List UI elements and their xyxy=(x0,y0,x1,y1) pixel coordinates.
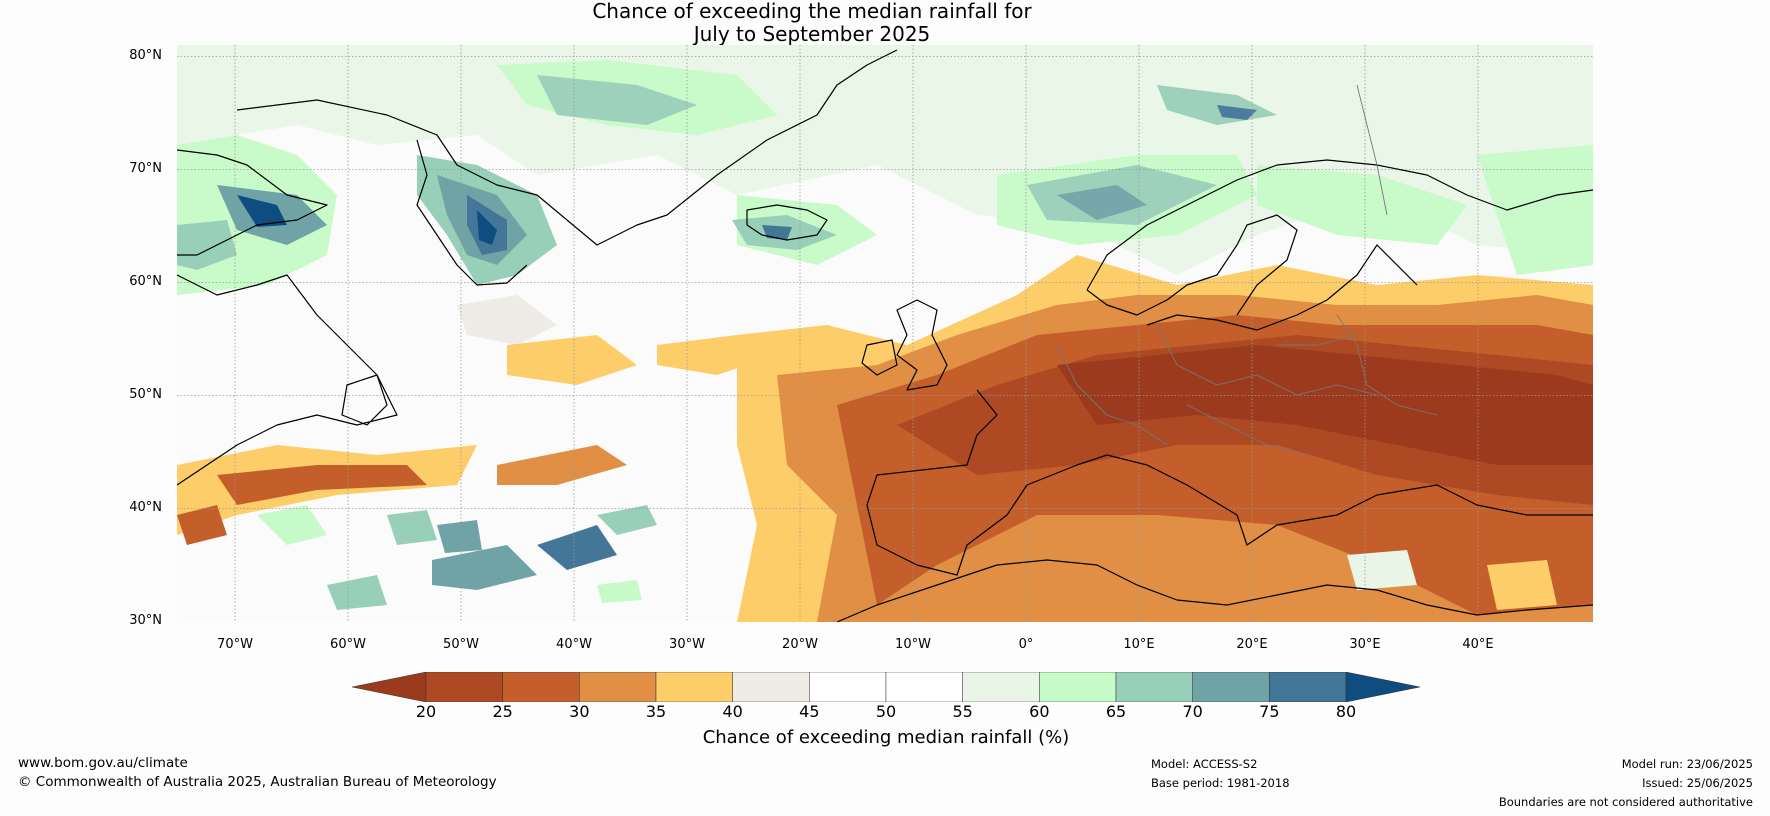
issued-date: Issued: 25/06/2025 xyxy=(1642,776,1753,790)
lat-label-30n: 30°N xyxy=(129,613,162,628)
greenland-coast xyxy=(236,49,898,246)
country-borders xyxy=(1056,84,1438,456)
north-africa-coast xyxy=(836,559,1593,622)
colorbar-tick-label: 45 xyxy=(799,702,820,721)
colorbar-segment xyxy=(502,672,580,702)
colorbar-segment xyxy=(1115,672,1193,702)
colorbar-tick-label: 50 xyxy=(875,702,897,721)
labrador-coast xyxy=(177,274,398,486)
lon-label-0: 0° xyxy=(1018,637,1034,652)
colorbar-tick-label: 55 xyxy=(952,702,973,721)
lat-label-80n: 80°N xyxy=(129,48,162,63)
greenland-west-coast xyxy=(416,139,528,286)
colorbar-segment xyxy=(425,672,503,702)
colorbar-high-extension xyxy=(1345,672,1420,702)
lon-label-40w: 40°W xyxy=(556,637,592,652)
colorbar-tick-label: 75 xyxy=(1259,702,1280,721)
colorbar-segment xyxy=(885,672,963,702)
baltic-coast xyxy=(1146,244,1418,331)
colorbar-low-extension xyxy=(352,672,427,702)
colorbar-segment xyxy=(962,672,1040,702)
model-name: Model: ACCESS-S2 xyxy=(1151,757,1258,771)
europe-west-coast xyxy=(866,389,1593,576)
lat-label-70n: 70°N xyxy=(129,161,162,176)
lon-label-10w: 10°W xyxy=(895,637,931,652)
title-line-2: July to September 2025 xyxy=(693,22,931,46)
lat-label-60n: 60°N xyxy=(129,274,162,289)
colorbar-tick-label: 30 xyxy=(569,702,590,721)
colorbar xyxy=(352,672,1420,702)
website-link[interactable]: www.bom.gov.au/climate xyxy=(18,755,188,771)
colorbar-tick-label: 70 xyxy=(1182,702,1203,721)
greenland-wet-core xyxy=(177,155,837,285)
colorbar-segment xyxy=(1269,672,1347,702)
colorbar-tick-label: 40 xyxy=(722,702,743,721)
lat-label-50n: 50°N xyxy=(129,387,162,402)
lon-label-10e: 10°E xyxy=(1123,637,1155,652)
lon-label-20e: 20°E xyxy=(1236,637,1268,652)
lat-label-40n: 40°N xyxy=(129,500,162,515)
colorbar-tick-label: 35 xyxy=(645,702,667,721)
lon-label-20w: 20°W xyxy=(782,637,818,652)
lon-label-40e: 40°E xyxy=(1462,637,1494,652)
map-title: Chance of exceeding the median rainfall … xyxy=(0,0,1770,46)
colorbar-segment xyxy=(579,672,657,702)
scandinavia-coast xyxy=(1086,159,1593,291)
model-run-date: Model run: 23/06/2025 xyxy=(1621,757,1753,771)
baffin-coast xyxy=(177,149,328,256)
rainfall-map-svg xyxy=(177,45,1593,622)
lon-label-60w: 60°W xyxy=(330,637,366,652)
colorbar-segment xyxy=(655,672,733,702)
iceland-coast xyxy=(746,204,828,241)
lon-label-70w: 70°W xyxy=(217,637,253,652)
colorbar-tick-label: 80 xyxy=(1335,702,1357,721)
colorbar-tick-label: 60 xyxy=(1029,702,1050,721)
base-period: Base period: 1981-2018 xyxy=(1151,776,1290,790)
subtropical-wet-blobs xyxy=(257,505,1557,610)
norway-south-coast xyxy=(1086,214,1298,316)
colorbar-segment xyxy=(1192,672,1270,702)
copyright-text: © Commonwealth of Australia 2025, Austra… xyxy=(18,774,497,790)
ireland-coast xyxy=(861,339,898,376)
newfoundland-coast xyxy=(341,374,388,426)
lon-label-30e: 30°E xyxy=(1349,637,1381,652)
dry-anomaly-regions xyxy=(177,255,1593,622)
colorbar-label: Chance of exceeding median rainfall (%) xyxy=(702,727,1070,748)
colorbar-tick-label: 20 xyxy=(415,702,437,721)
lon-label-30w: 30°W xyxy=(669,637,705,652)
lon-label-50w: 50°W xyxy=(443,637,479,652)
colorbar-tick-label: 65 xyxy=(1105,702,1127,721)
graticule xyxy=(177,45,1593,622)
colorbar-segment xyxy=(1039,672,1117,702)
colorbar-segment xyxy=(732,672,810,702)
colorbar-tick-label: 25 xyxy=(492,702,513,721)
rainfall-map xyxy=(177,45,1593,622)
title-line-1: Chance of exceeding the median rainfall … xyxy=(592,0,1032,23)
colorbar-segment xyxy=(809,672,887,702)
gb-coast xyxy=(896,299,948,391)
coastlines xyxy=(177,49,1593,622)
disclaimer-text: Boundaries are not considered authoritat… xyxy=(1498,795,1753,809)
